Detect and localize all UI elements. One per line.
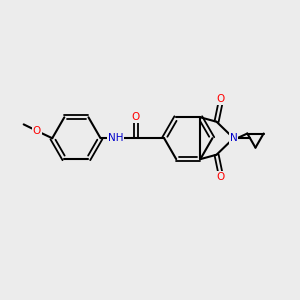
Text: O: O bbox=[33, 126, 41, 136]
Text: N: N bbox=[230, 133, 238, 143]
Text: O: O bbox=[216, 94, 224, 104]
Text: O: O bbox=[216, 172, 224, 182]
Text: O: O bbox=[132, 112, 140, 122]
Text: NH: NH bbox=[108, 133, 124, 143]
